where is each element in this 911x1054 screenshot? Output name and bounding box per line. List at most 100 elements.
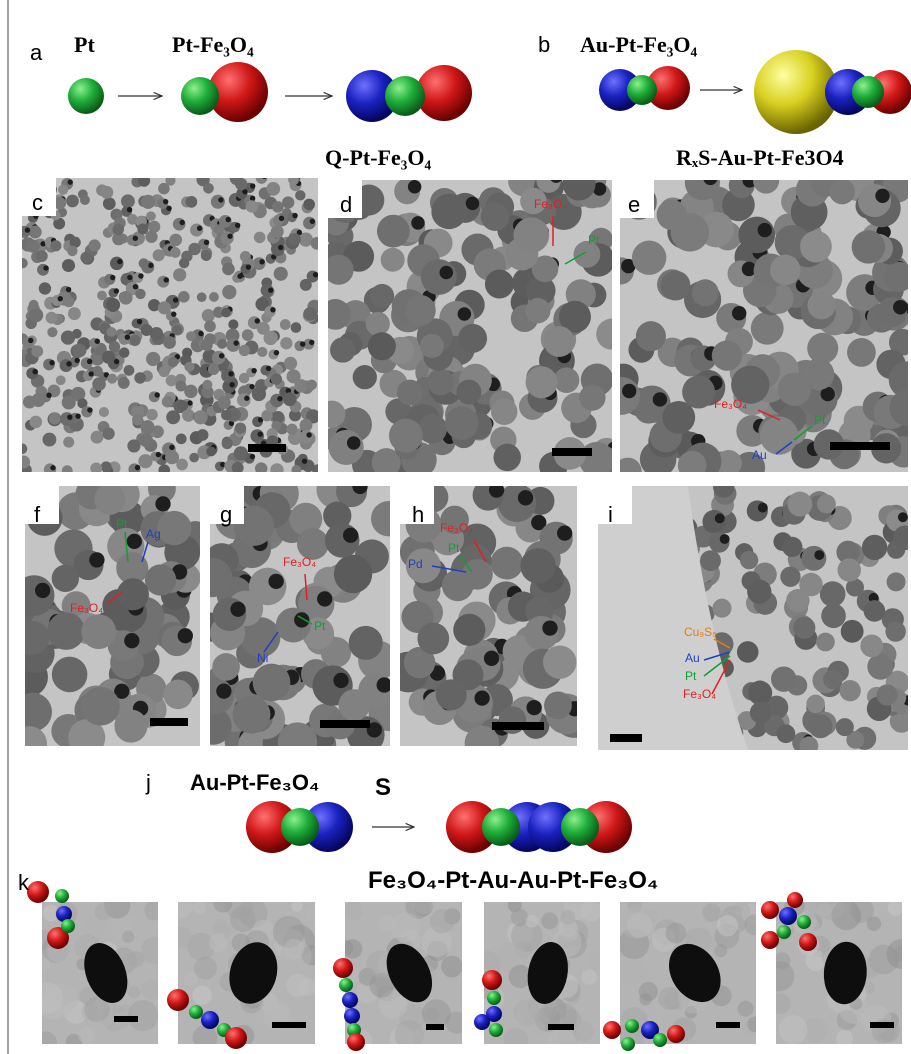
- annotation: Fe₃O₄: [440, 521, 473, 535]
- noise: [168, 893, 193, 918]
- micrograph: [318, 163, 627, 480]
- particle: [146, 409, 158, 421]
- particle-dark: [66, 287, 71, 292]
- particle: [29, 308, 43, 322]
- noise: [344, 901, 363, 920]
- scale-bar: [492, 722, 544, 730]
- noise: [687, 929, 699, 941]
- particle: [138, 175, 150, 187]
- particle: [780, 567, 800, 587]
- particle: [777, 724, 796, 743]
- particle: [232, 462, 244, 474]
- particle: [178, 291, 190, 303]
- sphere: [68, 78, 104, 114]
- particle-dark: [88, 371, 93, 376]
- particle: [544, 326, 575, 357]
- particle-dark: [246, 264, 251, 269]
- noise: [582, 969, 597, 984]
- particle: [808, 714, 832, 738]
- sphere: [489, 1023, 503, 1037]
- particle: [17, 456, 30, 469]
- particle: [182, 409, 195, 422]
- particle: [807, 291, 835, 319]
- particle-dark: [310, 219, 315, 224]
- particle-dark: [127, 275, 132, 280]
- particle: [13, 693, 52, 732]
- noise: [122, 931, 134, 943]
- particle: [170, 247, 181, 258]
- particle-dark: [259, 259, 264, 264]
- scale-bar: [248, 444, 286, 452]
- particle: [228, 319, 238, 329]
- noise: [511, 909, 528, 926]
- particle-dark: [148, 263, 153, 268]
- particle: [793, 617, 815, 639]
- particle: [481, 202, 509, 230]
- particle: [36, 250, 48, 262]
- particle: [165, 450, 179, 464]
- species-label: Q-Pt-Fe₃O₄: [325, 145, 431, 170]
- particle: [330, 337, 355, 362]
- noise: [305, 906, 321, 922]
- particle: [178, 400, 189, 411]
- particle: [162, 396, 174, 408]
- particle: [18, 258, 28, 268]
- particle: [80, 252, 92, 264]
- particle-dark: [28, 338, 33, 343]
- particle: [117, 578, 149, 610]
- particle-dark: [124, 633, 139, 648]
- noise: [627, 913, 652, 938]
- particle: [12, 726, 47, 761]
- particle-dark: [249, 384, 254, 389]
- particle: [202, 380, 212, 390]
- particle-dark: [411, 216, 425, 230]
- particle: [338, 689, 370, 721]
- particle: [405, 295, 436, 326]
- sphere: [347, 1033, 365, 1051]
- sphere: [852, 76, 884, 108]
- particle: [485, 270, 514, 299]
- particle-dark: [622, 384, 636, 398]
- noise: [212, 918, 227, 933]
- particle: [127, 439, 140, 452]
- noise: [702, 903, 720, 921]
- panel-letter: h: [412, 502, 424, 527]
- particle-dark: [302, 459, 307, 464]
- sphere: [181, 77, 219, 115]
- particle: [239, 345, 250, 356]
- particle-dark: [233, 340, 238, 345]
- sphere: [761, 901, 779, 919]
- particle-dark: [266, 366, 271, 371]
- particle: [43, 433, 57, 447]
- particle: [146, 352, 160, 366]
- noise: [291, 900, 303, 912]
- noise: [390, 912, 420, 942]
- panel-letter: i: [608, 502, 613, 527]
- particle: [119, 347, 129, 357]
- panel-letter: a: [30, 40, 43, 65]
- annotation: Pt: [814, 413, 826, 427]
- particle: [141, 324, 153, 336]
- particle: [29, 226, 42, 239]
- sphere: [482, 808, 520, 846]
- micrograph: [31, 892, 168, 1054]
- noise: [738, 1001, 754, 1017]
- noise: [816, 891, 844, 919]
- particle-dark: [313, 272, 318, 277]
- particle: [203, 183, 214, 194]
- particle: [490, 547, 523, 580]
- particle: [235, 423, 246, 434]
- annotation: Pt: [448, 541, 460, 555]
- noise: [343, 939, 362, 958]
- particle: [782, 537, 802, 557]
- particle: [204, 320, 216, 332]
- particle: [294, 379, 308, 393]
- particle-dark: [549, 169, 563, 183]
- particle: [526, 366, 558, 398]
- particle: [271, 225, 284, 238]
- particle: [56, 375, 66, 385]
- particle-dark: [87, 359, 92, 364]
- particle: [579, 384, 605, 410]
- panel-letter: d: [340, 192, 352, 217]
- noise: [269, 1001, 289, 1021]
